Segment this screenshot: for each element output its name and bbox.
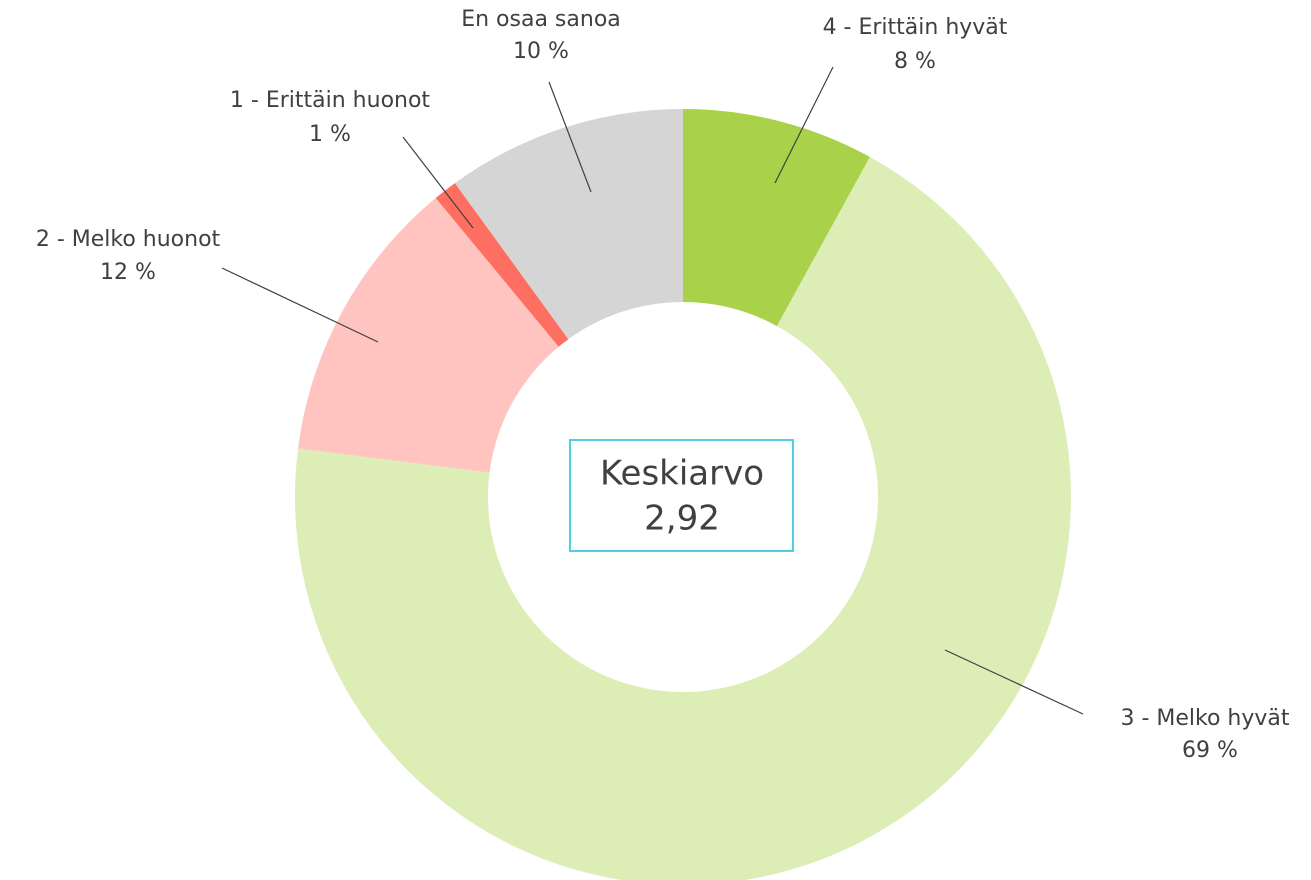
leader-line (402, 136, 474, 229)
center-box (569, 439, 794, 552)
slice-label: En osaa sanoa (461, 7, 621, 32)
slice-label: 2 - Melko huonot (36, 227, 221, 252)
center-label: Keskiarvo (600, 454, 764, 494)
value-label: 1 % (309, 122, 351, 147)
slice-label: 3 - Melko hyvät (1120, 706, 1289, 731)
leader-line (774, 66, 834, 184)
slice-label: 4 - Erittäin hyvät (823, 15, 1008, 40)
center-value: 2,92 (644, 499, 720, 539)
value-label: 8 % (894, 49, 936, 74)
slice (435, 183, 569, 347)
leader-line (944, 649, 1084, 715)
slice (683, 109, 870, 327)
value-label: 12 % (100, 260, 156, 285)
leader-line (548, 81, 592, 193)
value-label: 69 % (1182, 738, 1238, 763)
leader-line (221, 267, 379, 343)
slice-label: 1 - Erittäin huonot (230, 88, 431, 113)
value-label: 10 % (513, 39, 569, 64)
slice (454, 109, 683, 340)
slice (295, 156, 1071, 880)
slice (298, 198, 559, 473)
